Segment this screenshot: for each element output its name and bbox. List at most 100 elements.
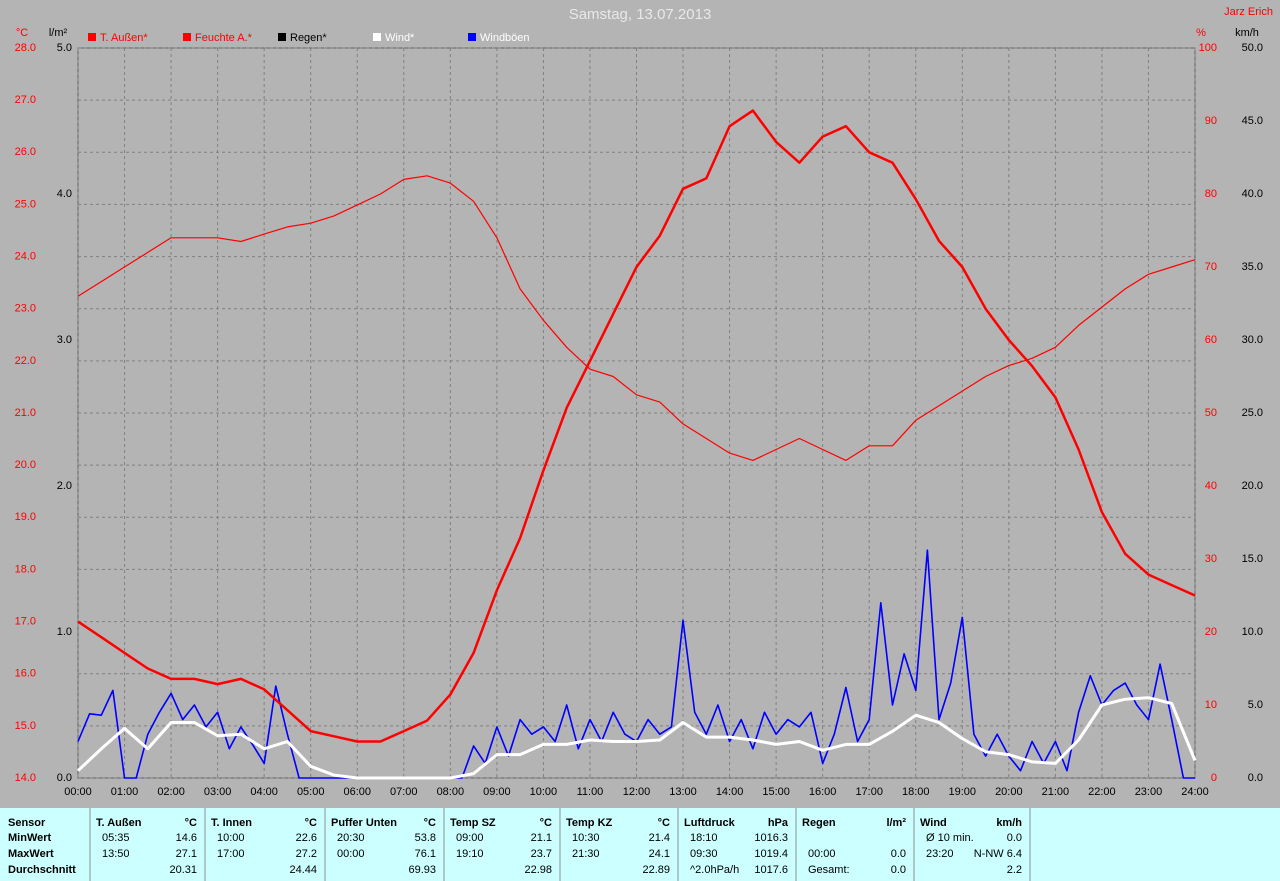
y4-tick-label: 2.0 (57, 480, 72, 492)
cell-value: 1019.4 (754, 848, 788, 860)
cell-time: 05:35 (102, 832, 130, 844)
y4-tick-label: 4.0 (57, 188, 72, 200)
y3-tick-label: 10.0 (1242, 626, 1263, 638)
x-tick-label: 20:00 (995, 786, 1023, 798)
cell-value: 24.1 (649, 848, 670, 860)
y2-tick-label: 50 (1205, 407, 1217, 419)
cell-time: 13:50 (102, 848, 130, 860)
y3-tick-label: 50.0 (1242, 42, 1263, 54)
legend-swatch (183, 33, 191, 41)
column-unit: °C (424, 817, 436, 829)
y3-tick-label: 25.0 (1242, 407, 1263, 419)
column-unit: l/m² (886, 817, 906, 829)
x-tick-label: 22:00 (1088, 786, 1116, 798)
y3-tick-label: 30.0 (1242, 334, 1263, 346)
cell-value: 23.7 (531, 848, 552, 860)
x-tick-label: 21:00 (1042, 786, 1070, 798)
x-tick-label: 09:00 (483, 786, 511, 798)
legend-swatch (278, 33, 286, 41)
x-tick-label: 19:00 (949, 786, 977, 798)
column-name: Puffer Unten (331, 817, 397, 829)
column-unit: hPa (768, 817, 789, 829)
cell-value: 24.44 (289, 864, 317, 876)
x-tick-label: 12:00 (623, 786, 651, 798)
legend-label: T. Außen* (100, 32, 148, 44)
cell-time: 10:30 (572, 832, 600, 844)
cell-time: 19:10 (456, 848, 484, 860)
y3-tick-label: 15.0 (1242, 553, 1263, 565)
y2-tick-label: 90 (1205, 115, 1217, 127)
column-name: T. Innen (211, 817, 252, 829)
y2-tick-label: 40 (1205, 480, 1217, 492)
legend-label: Wind* (385, 32, 415, 44)
y-tick-label: 14.0 (15, 772, 36, 784)
cell-value: 27.1 (176, 848, 197, 860)
column-name: T. Außen (96, 817, 142, 829)
x-tick-label: 17:00 (855, 786, 883, 798)
cell-time: 23:20 (926, 848, 954, 860)
cell-value: 22.98 (524, 864, 552, 876)
legend-label: Feuchte A.* (195, 32, 253, 44)
row-label: MaxWert (8, 848, 54, 860)
cell-value: 20.31 (169, 864, 197, 876)
y3-tick-label: 0.0 (1248, 772, 1263, 784)
cell-value: 0.0 (891, 848, 906, 860)
cell-time: 17:00 (217, 848, 245, 860)
table-header: Sensor (8, 817, 46, 829)
series-line (76, 696, 1197, 780)
cell-value: 22.6 (296, 832, 317, 844)
y3-axis-unit: km/h (1235, 27, 1259, 39)
column-name: Temp SZ (450, 817, 496, 829)
y-axis-unit: °C (16, 27, 28, 39)
y-tick-label: 20.0 (15, 459, 36, 471)
cell-time: Ø 10 min. (926, 832, 974, 844)
y2-tick-label: 20 (1205, 626, 1217, 638)
cell-time: 00:00 (337, 848, 365, 860)
x-tick-label: 06:00 (343, 786, 371, 798)
y2-tick-label: 60 (1205, 334, 1217, 346)
column-unit: °C (658, 817, 670, 829)
column-unit: °C (540, 817, 552, 829)
y2-tick-label: 80 (1205, 188, 1217, 200)
cell-value: 22.89 (642, 864, 670, 876)
y4-tick-label: 1.0 (57, 626, 72, 638)
x-tick-label: 16:00 (809, 786, 837, 798)
x-tick-label: 05:00 (297, 786, 325, 798)
y-tick-label: 22.0 (15, 355, 36, 367)
cell-value: 53.8 (415, 832, 436, 844)
y2-tick-label: 70 (1205, 261, 1217, 273)
cell-time: 10:00 (217, 832, 245, 844)
x-tick-label: 13:00 (669, 786, 697, 798)
column-unit: °C (185, 817, 197, 829)
y2-tick-label: 30 (1205, 553, 1217, 565)
cell-time: 18:10 (690, 832, 718, 844)
column-name: Wind (920, 817, 947, 829)
y2-tick-label: 100 (1199, 42, 1217, 54)
x-tick-label: 00:00 (64, 786, 92, 798)
table-background (0, 808, 1280, 881)
cell-value: 0.0 (1007, 832, 1022, 844)
cell-value: 14.6 (176, 832, 197, 844)
cell-value: 27.2 (296, 848, 317, 860)
cell-value: 1017.6 (754, 864, 788, 876)
x-tick-label: 07:00 (390, 786, 418, 798)
y-tick-label: 25.0 (15, 198, 36, 210)
x-tick-label: 24:00 (1181, 786, 1209, 798)
y-tick-label: 24.0 (15, 250, 36, 262)
legend-label: Regen* (290, 32, 327, 44)
y-tick-label: 18.0 (15, 563, 36, 575)
legend-swatch (88, 33, 96, 41)
x-tick-label: 15:00 (762, 786, 790, 798)
y-tick-label: 16.0 (15, 668, 36, 680)
cell-value: 2.2 (1007, 864, 1022, 876)
chart-title: Samstag, 13.07.2013 (569, 6, 712, 23)
x-tick-label: 02:00 (157, 786, 185, 798)
cell-time: 21:30 (572, 848, 600, 860)
cell-time: ^2.0hPa/h (690, 864, 739, 876)
cell-time: 09:30 (690, 848, 718, 860)
y-tick-label: 23.0 (15, 303, 36, 315)
y-tick-label: 15.0 (15, 720, 36, 732)
cell-time: Gesamt: (808, 864, 850, 876)
y-tick-label: 19.0 (15, 511, 36, 523)
